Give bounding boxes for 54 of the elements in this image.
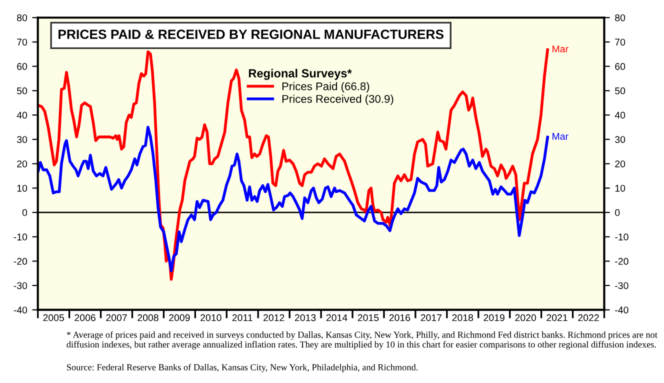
legend-label: Prices Paid (66.8) (282, 82, 370, 92)
y-tick-label: 20 (17, 160, 28, 168)
y2-tick-label: 20 (615, 160, 626, 168)
y2-tick-label: 80 (615, 14, 626, 22)
y-tick-label: -10 (14, 234, 28, 240)
x-tick-label: 2022 (578, 314, 599, 322)
x-tick-label: 2014 (326, 314, 348, 322)
y2-tick-label: 0 (615, 209, 620, 216)
x-tick-label: 2005 (43, 314, 64, 322)
y2-tick-label: 60 (615, 63, 626, 70)
y2-tick-label: 30 (615, 136, 626, 143)
y-tick-label: 40 (16, 112, 28, 119)
text: * Average of prices paid and received in surveys conducted by Dallas, Kansas City, New York, Philly, and Richmond Fed district banks. Richmond prices are not diffusion indexes, but rather average annualized inflation rates. They are multiplied by 10 in this chart for easier comparisons to other regional diffusion indexes. (66, 331, 658, 350)
legend-title: Regional Surveys* (248, 68, 352, 80)
x-tick-label: 2006 (74, 314, 96, 322)
legend-label: Prices Received (30.9) (282, 94, 394, 106)
x-tick-label: 2008 (138, 314, 158, 322)
x-tick-label: 2007 (106, 314, 127, 322)
x-tick-label: 2015 (358, 314, 379, 322)
y-tick-label: 30 (16, 136, 28, 143)
y-tick-label: -20 (14, 258, 28, 265)
x-tick-label: 2017 (420, 314, 442, 322)
x-tick-label: 2009 (169, 314, 190, 322)
y-tick-label: 70 (17, 38, 28, 46)
y2-tick-label: -30 (615, 282, 628, 290)
x-tick-label: 2018 (452, 314, 474, 322)
y2-tick-label: -20 (615, 258, 628, 265)
y2-tick-label: 40 (614, 112, 626, 119)
y2-tick-label: 70 (615, 38, 626, 46)
y2-tick-label: 50 (615, 87, 626, 94)
annotation: Mar (552, 46, 568, 52)
y2-tick-label: -10 (615, 234, 628, 240)
y-tick-label: 50 (17, 87, 28, 94)
x-tick-label: 2012 (264, 314, 284, 322)
x-tick-label: 2020 (515, 314, 536, 322)
x-tick-label: 2016 (389, 314, 410, 322)
y-tick-label: 0 (22, 209, 28, 216)
x-tick-label: 2011 (232, 314, 252, 322)
x-tick-label: 2010 (200, 314, 222, 322)
line-series (38, 48, 549, 281)
text: PRICES PAID & RECEIVED BY REGIONAL MANUFACTURERS (58, 30, 444, 39)
y-tick-label: -40 (14, 306, 28, 314)
x-tick-label: 2021 (546, 314, 568, 322)
y-tick-label: 10 (17, 184, 28, 192)
y-tick-label: -30 (14, 282, 28, 290)
y-tick-label: 80 (17, 14, 28, 22)
annotation: Mar (552, 133, 568, 140)
source-note: Source: Federal Reserve Banks of Dallas, Kansas City, New York, Philadelphia, and Richmond. (67, 364, 418, 372)
y2-tick-label: -40 (615, 306, 628, 314)
y-tick-label: 60 (17, 63, 28, 70)
y2-tick-label: 10 (615, 184, 626, 192)
x-tick-label: 2019 (484, 314, 504, 322)
x-tick-label: 2013 (294, 314, 316, 322)
line-series (38, 126, 549, 272)
